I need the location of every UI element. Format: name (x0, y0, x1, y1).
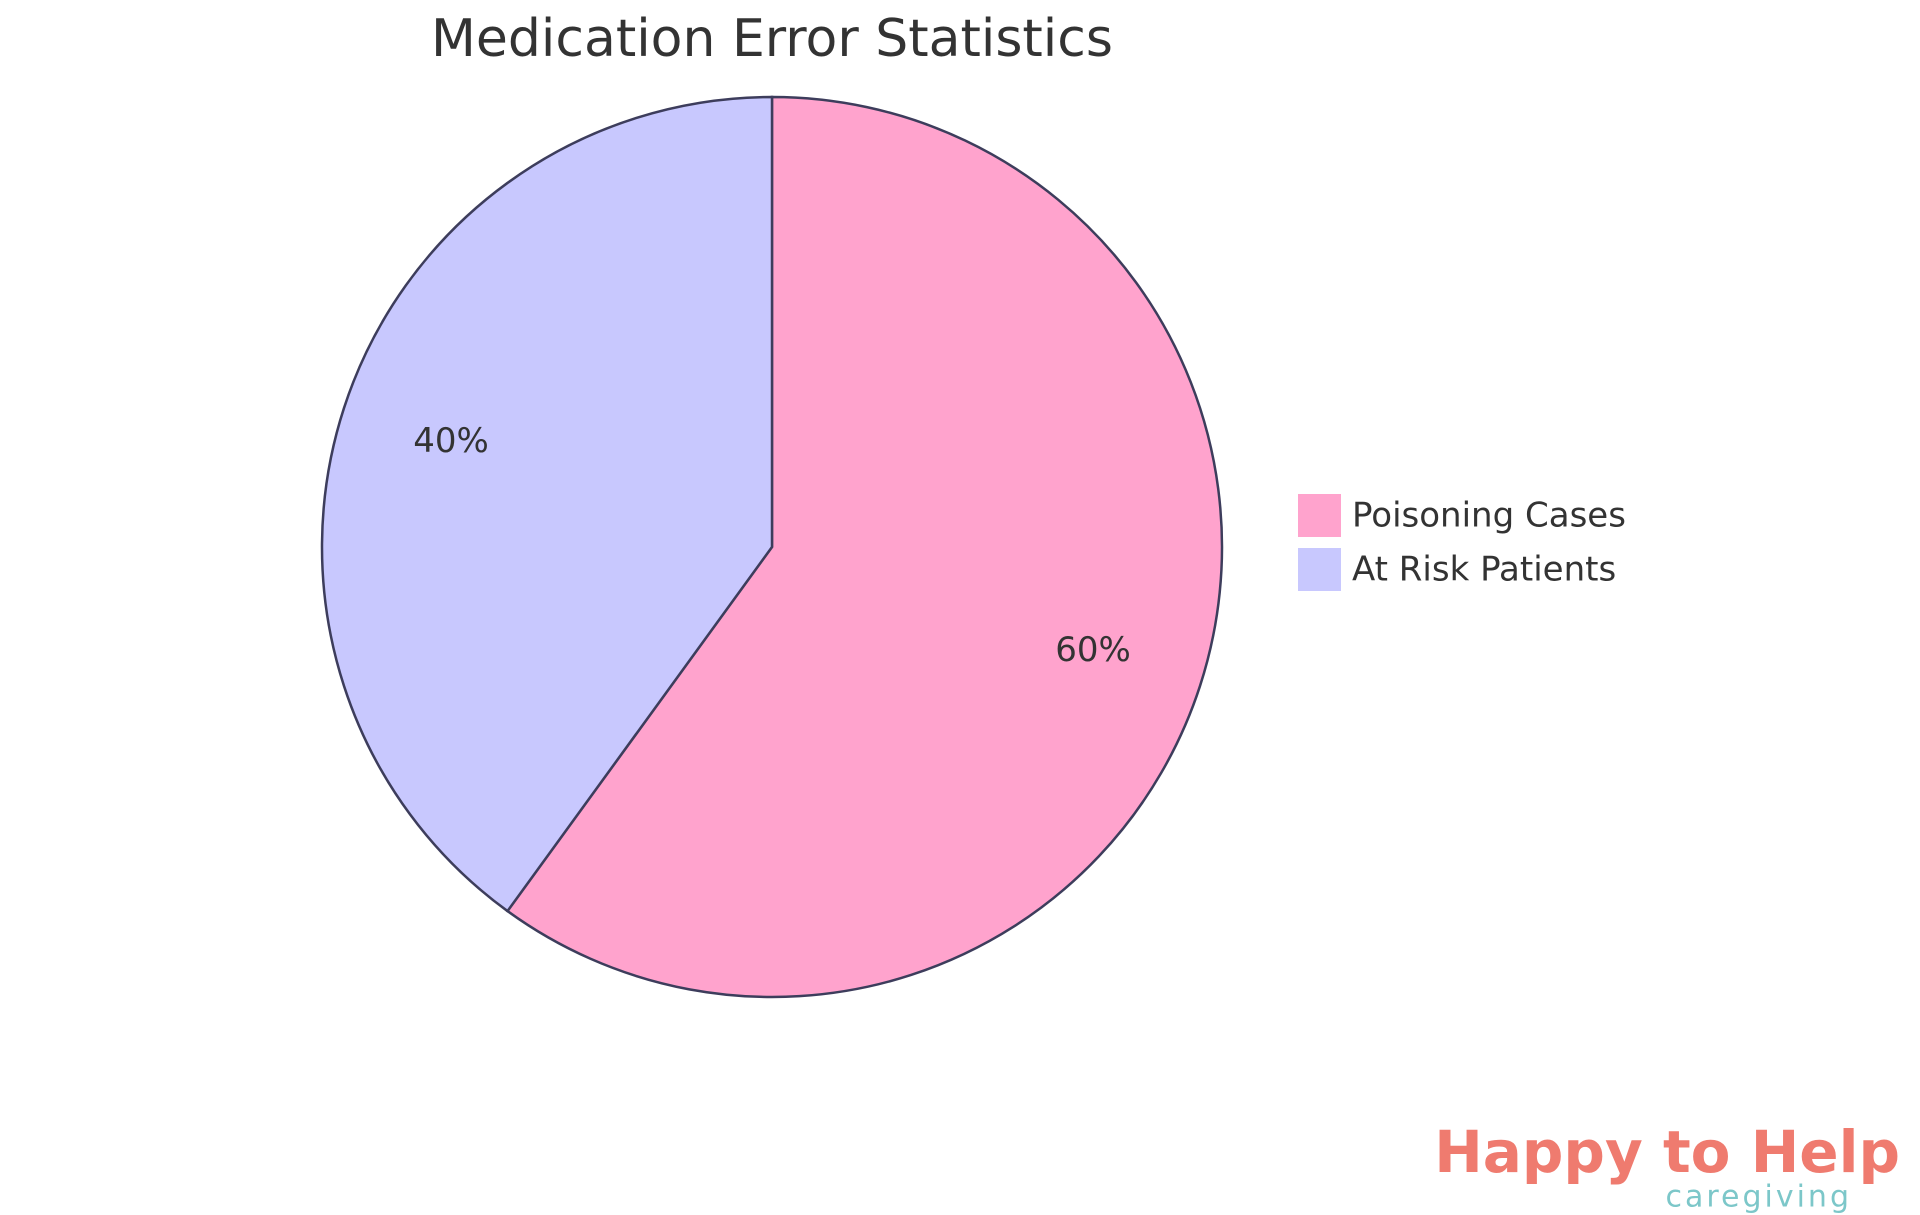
chart-title: Medication Error Statistics (431, 9, 1113, 69)
pie-slice (505, 95, 1224, 999)
legend-swatch (1296, 492, 1343, 539)
legend-label: Poisoning Cases (1352, 496, 1626, 536)
legend-label: At Risk Patients (1352, 550, 1616, 590)
pie-slice (320, 95, 774, 913)
legend-swatch (1296, 546, 1343, 593)
logo-text: Happy to Help (1434, 1118, 1900, 1186)
logo-subtext: caregiving (1665, 1180, 1852, 1215)
slice-label: 40% (413, 421, 489, 461)
slice-label: 60% (1055, 630, 1131, 670)
